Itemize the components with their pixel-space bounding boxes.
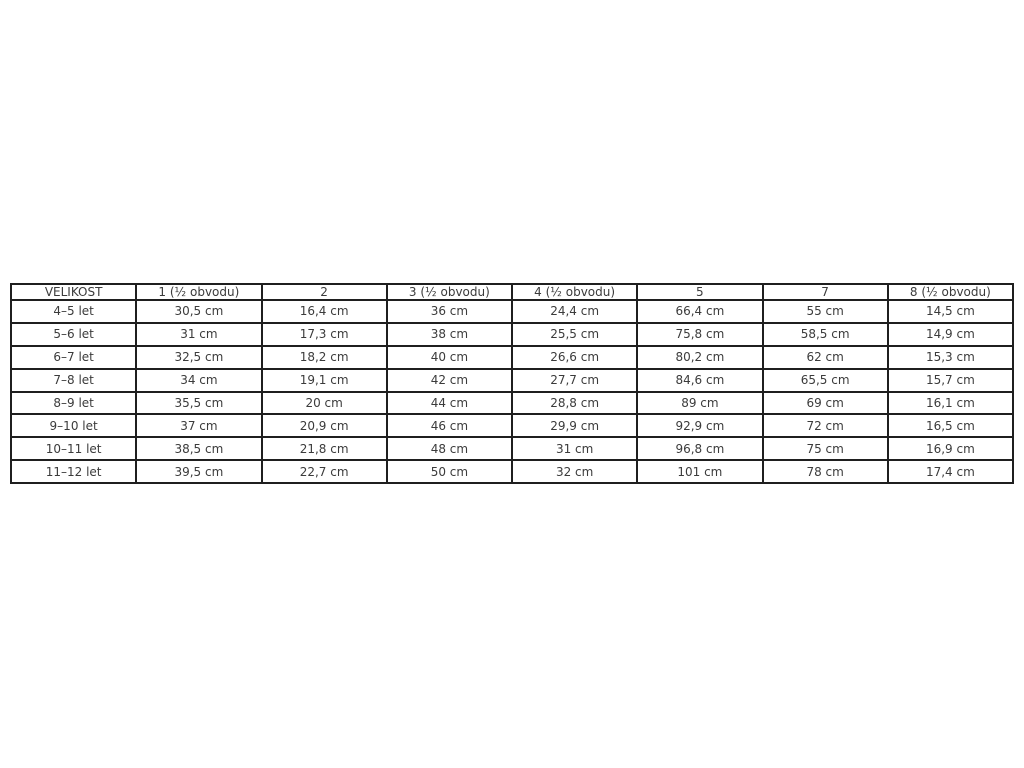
measurement-cell: 26,6 cm	[512, 345, 638, 369]
measurement-cell: 101 cm	[637, 460, 763, 483]
measurement-cell: 46 cm	[386, 414, 512, 438]
size-label-cell: 11–12 let	[11, 460, 137, 483]
measurement-cell: 15,3 cm	[887, 345, 1013, 369]
size-label-cell: 9–10 let	[11, 414, 137, 438]
measurement-cell: 36 cm	[386, 300, 512, 323]
size-label-cell: 5–6 let	[11, 322, 137, 346]
measurement-cell: 89 cm	[637, 391, 763, 415]
table-row: 8–9 let 35,5 cm 20 cm 44 cm 28,8 cm 89 cm 69 c…	[11, 391, 1013, 415]
measurement-cell: 84,6 cm	[637, 368, 763, 392]
measurement-cell: 14,9 cm	[887, 322, 1013, 346]
measurement-cell: 18,2 cm	[261, 345, 387, 369]
header-cell-5: 5	[637, 284, 763, 300]
measurement-cell: 75,8 cm	[637, 322, 763, 346]
measurement-cell: 16,5 cm	[887, 414, 1013, 438]
size-label-cell: 8–9 let	[11, 391, 137, 415]
measurement-cell: 17,4 cm	[887, 460, 1013, 483]
table-row: 5–6 let 31 cm 17,3 cm 38 cm 25,5 cm 75,8 cm 58…	[11, 322, 1013, 346]
measurement-cell: 15,7 cm	[887, 368, 1013, 392]
measurement-cell: 48 cm	[386, 437, 512, 461]
measurement-cell: 35,5 cm	[136, 391, 262, 415]
measurement-cell: 39,5 cm	[136, 460, 262, 483]
measurement-cell: 65,5 cm	[762, 368, 888, 392]
size-chart-table: VELIKOST 1 (½ obvodu) 2 3 (½ obvodu) 4 (…	[10, 283, 1014, 484]
table-row: 11–12 let 39,5 cm 22,7 cm 50 cm 32 cm 101 cm 7…	[11, 460, 1013, 483]
measurement-cell: 20,9 cm	[261, 414, 387, 438]
measurement-cell: 66,4 cm	[637, 300, 763, 323]
measurement-cell: 50 cm	[386, 460, 512, 483]
table-body: 4–5 let 30,5 cm 16,4 cm 36 cm 24,4 cm 66,4 cm…	[11, 300, 1013, 483]
measurement-cell: 34 cm	[136, 368, 262, 392]
measurement-cell: 58,5 cm	[762, 322, 888, 346]
size-label-cell: 10–11 let	[11, 437, 137, 461]
measurement-cell: 42 cm	[386, 368, 512, 392]
measurement-cell: 24,4 cm	[512, 300, 638, 323]
header-cell-2: 2	[261, 284, 387, 300]
measurement-cell: 16,4 cm	[261, 300, 387, 323]
table-row: 7–8 let 34 cm 19,1 cm 42 cm 27,7 cm 84,6 cm 65…	[11, 368, 1013, 392]
measurement-cell: 78 cm	[762, 460, 888, 483]
size-label-cell: 6–7 let	[11, 345, 137, 369]
measurement-cell: 14,5 cm	[887, 300, 1013, 323]
table-row: 6–7 let 32,5 cm 18,2 cm 40 cm 26,6 cm 80,2 cm…	[11, 345, 1013, 369]
measurement-cell: 21,8 cm	[261, 437, 387, 461]
measurement-cell: 72 cm	[762, 414, 888, 438]
measurement-cell: 27,7 cm	[512, 368, 638, 392]
measurement-cell: 28,8 cm	[512, 391, 638, 415]
measurement-cell: 37 cm	[136, 414, 262, 438]
measurement-cell: 25,5 cm	[512, 322, 638, 346]
measurement-cell: 16,1 cm	[887, 391, 1013, 415]
measurement-cell: 31 cm	[136, 322, 262, 346]
measurement-cell: 20 cm	[261, 391, 387, 415]
measurement-cell: 55 cm	[762, 300, 888, 323]
measurement-cell: 29,9 cm	[512, 414, 638, 438]
measurement-cell: 44 cm	[386, 391, 512, 415]
header-row: VELIKOST 1 (½ obvodu) 2 3 (½ obvodu) 4 (…	[11, 284, 1013, 300]
size-label-cell: 7–8 let	[11, 368, 137, 392]
header-cell-3-obvodu: 3 (½ obvodu)	[386, 284, 512, 300]
measurement-cell: 96,8 cm	[637, 437, 763, 461]
measurement-cell: 22,7 cm	[261, 460, 387, 483]
measurement-cell: 38,5 cm	[136, 437, 262, 461]
measurement-cell: 75 cm	[762, 437, 888, 461]
measurement-cell: 32,5 cm	[136, 345, 262, 369]
header-cell-4-obvodu: 4 (½ obvodu)	[512, 284, 638, 300]
measurement-cell: 92,9 cm	[637, 414, 763, 438]
table-row: 4–5 let 30,5 cm 16,4 cm 36 cm 24,4 cm 66,4 cm…	[11, 300, 1013, 323]
measurement-cell: 40 cm	[386, 345, 512, 369]
table-row: 10–11 let 38,5 cm 21,8 cm 48 cm 31 cm 96,8 cm…	[11, 437, 1013, 461]
measurement-cell: 38 cm	[386, 322, 512, 346]
header-cell-7: 7	[762, 284, 888, 300]
measurement-cell: 30,5 cm	[136, 300, 262, 323]
measurement-cell: 19,1 cm	[261, 368, 387, 392]
measurement-cell: 32 cm	[512, 460, 638, 483]
table-row: 9–10 let 37 cm 20,9 cm 46 cm 29,9 cm 92,9 cm 7…	[11, 414, 1013, 438]
header-cell-velikost: VELIKOST	[11, 284, 137, 300]
header-cell-1-obvodu: 1 (½ obvodu)	[136, 284, 262, 300]
measurement-cell: 69 cm	[762, 391, 888, 415]
measurement-cell: 16,9 cm	[887, 437, 1013, 461]
size-label-cell: 4–5 let	[11, 300, 137, 323]
measurement-cell: 80,2 cm	[637, 345, 763, 369]
measurement-cell: 31 cm	[512, 437, 638, 461]
header-cell-8-obvodu: 8 (½ obvodu)	[887, 284, 1013, 300]
measurement-cell: 17,3 cm	[261, 322, 387, 346]
measurement-cell: 62 cm	[762, 345, 888, 369]
